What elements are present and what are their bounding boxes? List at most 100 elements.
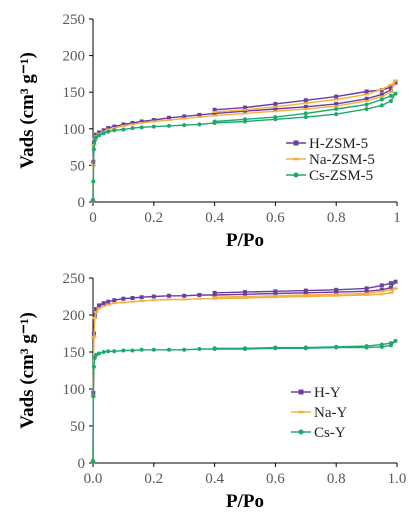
data-point: [197, 112, 202, 117]
data-point: [97, 130, 102, 135]
data-point: [334, 101, 339, 106]
data-point: [112, 124, 117, 129]
x-tick-label: 0.4: [205, 471, 224, 487]
legend-label: H-Y: [314, 385, 341, 401]
data-point: [121, 296, 126, 301]
data-point: [364, 102, 369, 107]
x-tick-label: 0.2: [144, 471, 163, 487]
data-point: [379, 283, 384, 288]
data-point: [379, 342, 384, 347]
legend-entry: H-ZSM-5: [286, 136, 368, 152]
data-point: [303, 290, 308, 295]
x-tick-label: 0.0: [84, 471, 103, 487]
x-tick-label: 0.6: [266, 210, 285, 226]
y-tick-label: 150: [63, 345, 86, 361]
y-tick-label: 100: [63, 382, 86, 398]
y-tick-label: 250: [63, 271, 86, 287]
data-point: [112, 298, 117, 303]
legend: H-Y Na-Y Cs-Y: [291, 385, 347, 441]
data-point: [106, 349, 111, 354]
legend-label: H-ZSM-5: [309, 136, 368, 152]
data-point: [273, 107, 278, 112]
data-point: [139, 119, 144, 124]
y-tick-label: 250: [63, 12, 86, 28]
data-point: [303, 288, 308, 293]
y-tick-label: 150: [63, 85, 86, 101]
data-point: [388, 285, 393, 290]
x-tick-label: 0.8: [327, 471, 346, 487]
data-point: [273, 115, 278, 120]
legend-marker: [298, 429, 304, 435]
data-point: [273, 101, 278, 106]
data-point: [393, 279, 398, 284]
data-point: [130, 126, 135, 131]
legend-marker: [293, 140, 299, 146]
data-point: [273, 289, 278, 294]
x-tick-label: 0.8: [327, 210, 346, 226]
data-point: [167, 115, 171, 120]
data-point: [393, 80, 398, 85]
data-point: [393, 91, 398, 96]
legend-entry: Cs-ZSM-5: [286, 168, 373, 184]
data-point: [212, 290, 217, 295]
data-point: [130, 120, 135, 125]
x-axis-title: P/Po: [226, 491, 264, 512]
data-point: [388, 93, 393, 98]
series-na-zsm-5: [90, 79, 398, 202]
series-line: [92, 280, 398, 462]
data-point: [379, 92, 384, 97]
series-cs-zsm-5: [91, 91, 398, 203]
x-tick-label: 0: [89, 210, 97, 226]
chart-top: 0 50 100 150 200 250 0 0.2 0.4 0.6 0.8 1 P/Po Vads (c…: [17, 12, 401, 251]
legend-entry: H-Y: [291, 385, 341, 401]
x-tick-label: 0.2: [144, 210, 163, 226]
data-point: [182, 347, 187, 352]
data-point: [197, 293, 202, 298]
y-axis-title: Vads (cm³ g⁻¹): [17, 52, 38, 169]
data-point: [112, 349, 117, 354]
data-point: [243, 346, 247, 351]
data-point: [94, 135, 99, 140]
data-point: [151, 347, 156, 352]
y-tick-label: 0: [78, 456, 86, 472]
x-tick-label: 0.6: [266, 471, 285, 487]
data-point: [303, 111, 308, 116]
data-point: [106, 129, 111, 134]
data-point: [182, 114, 187, 119]
y-tick-label: 50: [70, 419, 85, 435]
data-point: [101, 131, 106, 136]
data-point: [212, 119, 217, 124]
data-point: [94, 352, 99, 357]
x-tick-label: 1: [393, 210, 401, 226]
data-point: [212, 346, 217, 351]
data-point: [303, 98, 308, 103]
data-point: [197, 347, 202, 352]
data-point: [106, 299, 111, 304]
data-point: [364, 286, 369, 291]
legend-marker: [298, 389, 304, 395]
data-point: [273, 291, 278, 296]
data-point: [139, 125, 144, 130]
x-axis-title: P/Po: [226, 230, 264, 251]
series-h-y: [91, 279, 398, 464]
data-point: [388, 98, 393, 103]
data-point: [334, 107, 339, 112]
data-point: [91, 179, 96, 184]
data-point: [91, 394, 96, 399]
data-point: [243, 117, 247, 122]
data-point: [91, 198, 95, 203]
y-tick-label: 50: [70, 158, 85, 174]
data-point: [139, 347, 144, 352]
data-point: [91, 459, 95, 464]
data-point: [334, 94, 339, 99]
data-point: [101, 301, 106, 306]
legend-label: Na-ZSM-5: [309, 152, 375, 168]
data-point: [97, 303, 102, 308]
data-point: [334, 344, 339, 349]
data-point: [139, 295, 144, 300]
y-tick-label: 200: [63, 308, 86, 324]
data-point: [243, 292, 247, 297]
data-point: [212, 293, 217, 298]
data-point: [167, 123, 171, 128]
